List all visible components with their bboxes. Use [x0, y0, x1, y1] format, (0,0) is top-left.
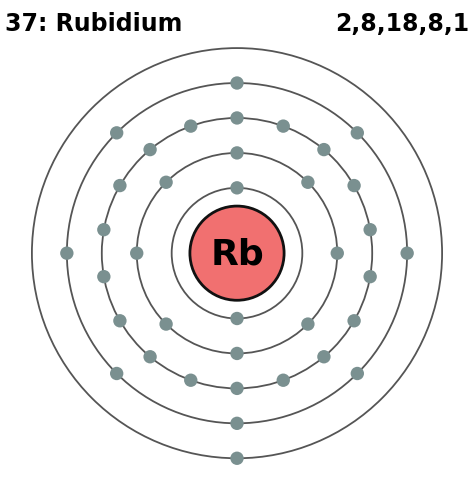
Text: Rb: Rb [210, 237, 264, 271]
Circle shape [184, 374, 198, 387]
Circle shape [144, 350, 157, 364]
Circle shape [144, 144, 157, 157]
Circle shape [159, 176, 173, 190]
Circle shape [97, 270, 110, 284]
Circle shape [230, 147, 244, 160]
Circle shape [110, 127, 123, 140]
Circle shape [130, 247, 144, 260]
Circle shape [351, 127, 364, 140]
Circle shape [230, 417, 244, 430]
Circle shape [230, 312, 244, 325]
Circle shape [301, 318, 315, 331]
Circle shape [301, 176, 315, 190]
Text: 37: Rubidium: 37: Rubidium [5, 12, 182, 36]
Circle shape [364, 224, 377, 237]
Circle shape [190, 207, 284, 300]
Circle shape [351, 367, 364, 380]
Circle shape [330, 247, 344, 260]
Circle shape [347, 314, 361, 328]
Circle shape [60, 247, 73, 260]
Circle shape [230, 112, 244, 125]
Circle shape [184, 120, 198, 133]
Circle shape [110, 367, 123, 380]
Circle shape [401, 247, 414, 260]
Circle shape [230, 77, 244, 91]
Circle shape [276, 374, 290, 387]
Circle shape [276, 120, 290, 133]
Circle shape [230, 182, 244, 195]
Circle shape [230, 382, 244, 395]
Circle shape [113, 180, 127, 193]
Circle shape [97, 224, 110, 237]
Circle shape [230, 347, 244, 360]
Text: 2,8,18,8,1: 2,8,18,8,1 [335, 12, 469, 36]
Circle shape [159, 318, 173, 331]
Circle shape [347, 180, 361, 193]
Circle shape [113, 314, 127, 328]
Circle shape [317, 350, 330, 364]
Circle shape [317, 144, 330, 157]
Circle shape [230, 452, 244, 465]
Circle shape [364, 270, 377, 284]
